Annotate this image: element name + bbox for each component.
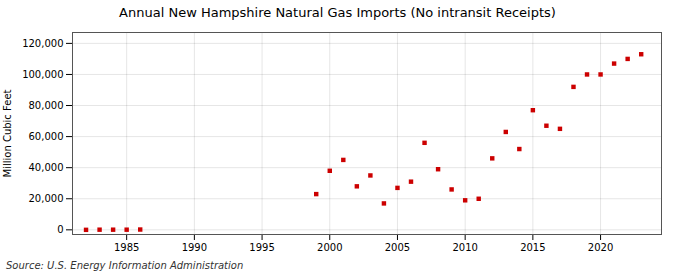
svg-text:120,000: 120,000 bbox=[22, 38, 63, 49]
svg-text:1985: 1985 bbox=[114, 242, 139, 253]
svg-text:0: 0 bbox=[57, 224, 63, 235]
html-text:Annual New Hampshire Natural G: Annual New Hampshire Natural Gas Imports… bbox=[119, 5, 556, 20]
svg-text:2000: 2000 bbox=[317, 242, 342, 253]
svg-text:1990: 1990 bbox=[182, 242, 207, 253]
svg-text:80,000: 80,000 bbox=[29, 100, 64, 111]
svg-text:40,000: 40,000 bbox=[29, 162, 64, 173]
svg-text:2015: 2015 bbox=[520, 242, 545, 253]
svg-text:20,000: 20,000 bbox=[29, 193, 64, 204]
svg-text:100,000: 100,000 bbox=[22, 69, 63, 80]
svg-text:2010: 2010 bbox=[452, 242, 477, 253]
svg-text:60,000: 60,000 bbox=[29, 131, 64, 142]
html-text:Source: U.S. Energy Informatio: Source: U.S. Energy Information Administ… bbox=[6, 260, 244, 271]
svg-text:2005: 2005 bbox=[385, 242, 410, 253]
svg-text:1995: 1995 bbox=[249, 242, 274, 253]
svg-text:2020: 2020 bbox=[588, 242, 613, 253]
svg-text:Million Cubic Feet: Million Cubic Feet bbox=[2, 89, 13, 177]
